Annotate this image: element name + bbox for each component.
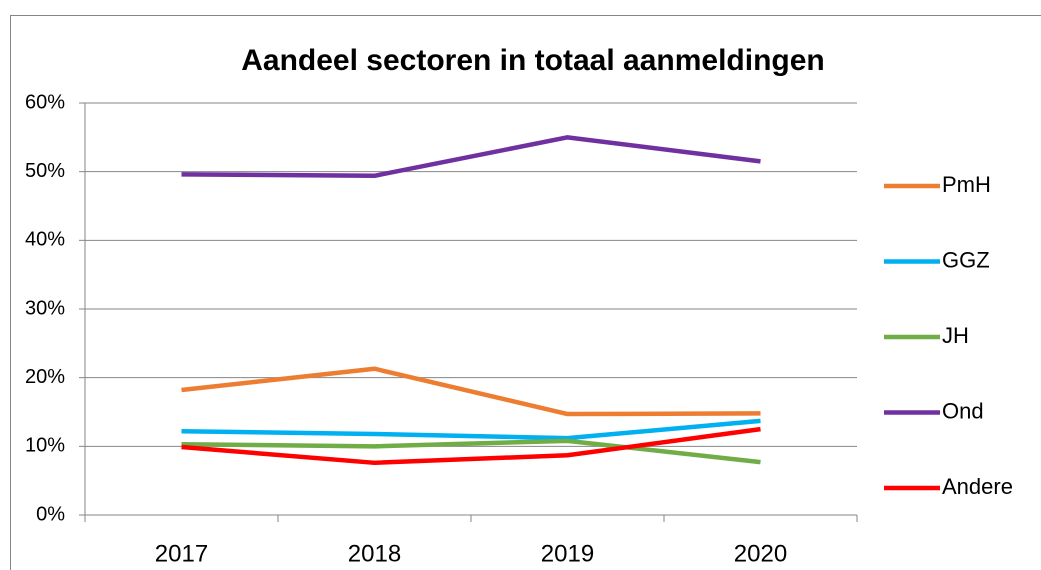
series-line [181, 426, 761, 466]
legend-label: PmH [942, 172, 991, 197]
y-tick-label: 20% [25, 366, 65, 388]
x-tick-label: 2018 [348, 540, 401, 567]
legend-label: Andere [942, 474, 1013, 499]
y-tick-label: 40% [25, 229, 65, 251]
chart-title: Aandeel sectoren in totaal aanmeldingen [241, 44, 824, 77]
legend-label: GGZ [942, 247, 990, 272]
x-tick-label: 2017 [155, 540, 208, 567]
series-line [181, 135, 761, 179]
x-tick-label: 2019 [541, 540, 594, 567]
x-tick-label: 2020 [734, 540, 787, 567]
y-tick-label: 50% [25, 160, 65, 182]
series-line [181, 366, 761, 417]
y-tick-label: 0% [36, 503, 65, 525]
legend-label: Ond [942, 398, 984, 423]
y-tick-label: 10% [25, 435, 65, 457]
y-tick-label: 60% [25, 91, 65, 113]
chart-frame [10, 15, 1041, 570]
series-line [181, 438, 761, 465]
legend-label: JH [942, 323, 969, 348]
y-tick-label: 30% [25, 297, 65, 319]
series-line [181, 418, 761, 441]
